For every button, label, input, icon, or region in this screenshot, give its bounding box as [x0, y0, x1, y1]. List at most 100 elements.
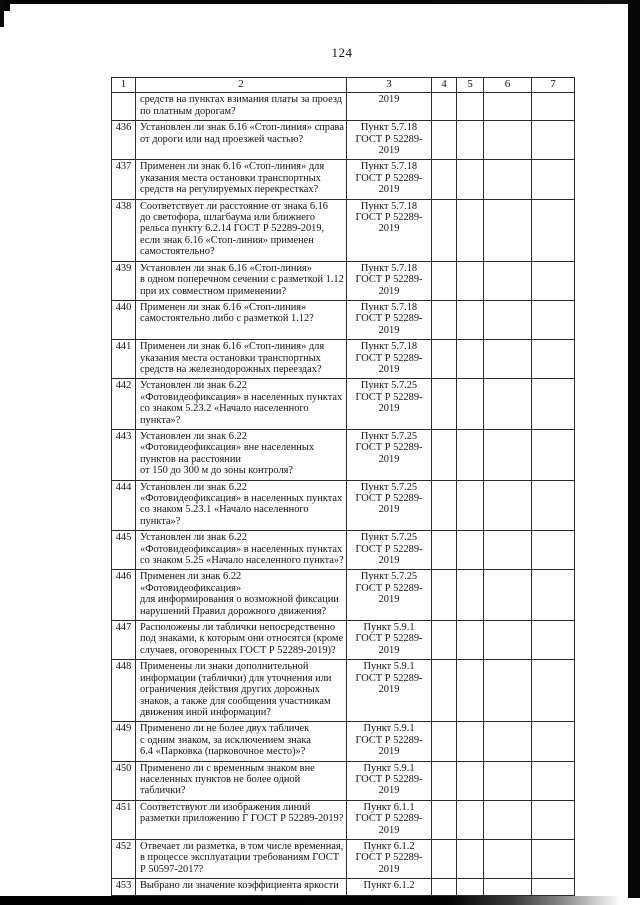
scan-edge-top-left	[0, 0, 10, 11]
row-number: 439	[111, 260, 136, 301]
row-number: 437	[111, 159, 136, 200]
scan-edge-top	[0, 0, 640, 4]
empty-cell-4	[431, 339, 457, 380]
empty-cell-6	[483, 878, 532, 896]
reference-text: Пункт 6.1.2	[346, 878, 432, 896]
table-row: 453 Выбрано ли значение коэффициента ярк…	[111, 878, 575, 896]
empty-cell-4	[431, 378, 457, 430]
empty-cell-6	[483, 339, 532, 380]
reference-text: Пункт 5.7.18 ГОСТ Р 52289- 2019	[346, 299, 432, 341]
column-header: 2	[135, 76, 347, 94]
table-row: 442 Установлен ли знак 6.22 «Фотовидеофи…	[111, 378, 575, 430]
reference-text: Пункт 5.9.1 ГОСТ Р 52289- 2019	[346, 721, 432, 762]
row-number: 450	[111, 760, 136, 801]
table-row: 449 Применено ли не более двух табличек …	[111, 721, 575, 762]
empty-cell-5	[456, 159, 484, 200]
table-row: 446 Применен ли знак 6.22 «Фотовидеофикс…	[111, 569, 575, 622]
empty-cell-7	[531, 760, 575, 801]
question-text: Расположены ли таблички непосредственно …	[135, 620, 347, 661]
empty-cell-7	[531, 721, 575, 762]
empty-cell-4	[431, 878, 457, 896]
row-number: 451	[111, 799, 136, 840]
empty-cell-5	[456, 721, 484, 762]
empty-cell-6	[483, 569, 532, 622]
row-number: 448	[111, 659, 136, 723]
reference-text: Пункт 5.9.1 ГОСТ Р 52289- 2019	[346, 760, 432, 801]
empty-cell-7	[531, 569, 575, 622]
empty-cell-7	[531, 659, 575, 723]
column-header: 7	[531, 76, 575, 94]
empty-cell-5	[456, 620, 484, 661]
empty-cell-4	[431, 659, 457, 723]
empty-cell-5	[456, 299, 484, 341]
empty-cell-5	[456, 838, 484, 880]
empty-cell-6	[483, 378, 532, 430]
table-row: 443 Установлен ли знак 6.22 «Фотовидеофи…	[111, 428, 575, 481]
table-row: 444 Установлен ли знак 6.22 «Фотовидеофи…	[111, 479, 575, 532]
empty-cell-4	[431, 620, 457, 661]
empty-cell-6	[483, 260, 532, 301]
empty-cell-5	[456, 878, 484, 896]
table-row: 441 Применен ли знак 6.16 «Стоп-линия» д…	[111, 339, 575, 380]
question-text: Установлен ли знак 6.22 «Фотовидеофиксац…	[135, 378, 347, 430]
empty-cell-4	[431, 760, 457, 801]
empty-cell-6	[483, 838, 532, 880]
empty-cell-7	[531, 799, 575, 840]
empty-cell-6	[483, 198, 532, 262]
table-row: 447 Расположены ли таблички непосредстве…	[111, 620, 575, 661]
empty-cell-5	[456, 659, 484, 723]
question-text: Соответствует ли расстояние от знака 6.1…	[135, 198, 347, 262]
reference-text: Пункт 5.7.25 ГОСТ Р 52289- 2019	[346, 378, 432, 430]
reference-text: Пункт 5.7.25 ГОСТ Р 52289- 2019	[346, 428, 432, 481]
empty-cell-4	[431, 569, 457, 622]
question-text: Применено ли не более двух табличек с од…	[135, 721, 347, 762]
empty-cell-7	[531, 339, 575, 380]
empty-cell-5	[456, 479, 484, 532]
empty-cell-5	[456, 339, 484, 380]
empty-cell-6	[483, 92, 532, 122]
question-text: Применен ли знак 6.22 «Фотовидеофиксация…	[135, 569, 347, 622]
empty-cell-4	[431, 159, 457, 200]
table-row: 437 Применен ли знак 6.16 «Стоп-линия» д…	[111, 159, 575, 200]
empty-cell-5	[456, 428, 484, 481]
row-number: 445	[111, 530, 136, 571]
reference-text: Пункт 5.7.18 ГОСТ Р 52289- 2019	[346, 159, 432, 200]
reference-text: Пункт 5.7.18 ГОСТ Р 52289- 2019	[346, 198, 432, 262]
table-row: средств на пунктах взимания платы за про…	[111, 92, 575, 122]
empty-cell-4	[431, 299, 457, 341]
empty-cell-6	[483, 120, 532, 161]
reference-text: Пункт 5.7.18 ГОСТ Р 52289- 2019	[346, 120, 432, 161]
table-row: 440 Применен ли знак 6.16 «Стоп-линия» с…	[111, 299, 575, 341]
empty-cell-5	[456, 760, 484, 801]
empty-cell-5	[456, 92, 484, 122]
table-row: 436 Установлен ли знак 6.16 «Стоп-линия»…	[111, 120, 575, 161]
column-header: 1	[111, 76, 136, 94]
reference-text: 2019	[346, 92, 432, 122]
empty-cell-7	[531, 428, 575, 481]
empty-cell-5	[456, 260, 484, 301]
empty-cell-7	[531, 479, 575, 532]
empty-cell-4	[431, 120, 457, 161]
reference-text: Пункт 5.7.18 ГОСТ Р 52289- 2019	[346, 260, 432, 301]
empty-cell-5	[456, 799, 484, 840]
row-number: 438	[111, 198, 136, 262]
empty-cell-4	[431, 428, 457, 481]
empty-cell-4	[431, 260, 457, 301]
empty-cell-4	[431, 721, 457, 762]
row-number: 440	[111, 299, 136, 341]
empty-cell-4	[431, 838, 457, 880]
row-number	[111, 92, 136, 122]
empty-cell-4	[431, 198, 457, 262]
question-text: Применено ли с временным знаком вне насе…	[135, 760, 347, 801]
empty-cell-7	[531, 530, 575, 571]
empty-cell-5	[456, 120, 484, 161]
question-text: Применен ли знак 6.16 «Стоп-линия» для у…	[135, 159, 347, 200]
question-text: средств на пунктах взимания платы за про…	[135, 92, 347, 122]
scan-edge-right	[628, 0, 640, 898]
table-row: 451 Соответствуют ли изображения линий р…	[111, 799, 575, 840]
row-number: 441	[111, 339, 136, 380]
empty-cell-7	[531, 92, 575, 122]
question-text: Установлен ли знак 6.16 «Стоп-линия» спр…	[135, 120, 347, 161]
